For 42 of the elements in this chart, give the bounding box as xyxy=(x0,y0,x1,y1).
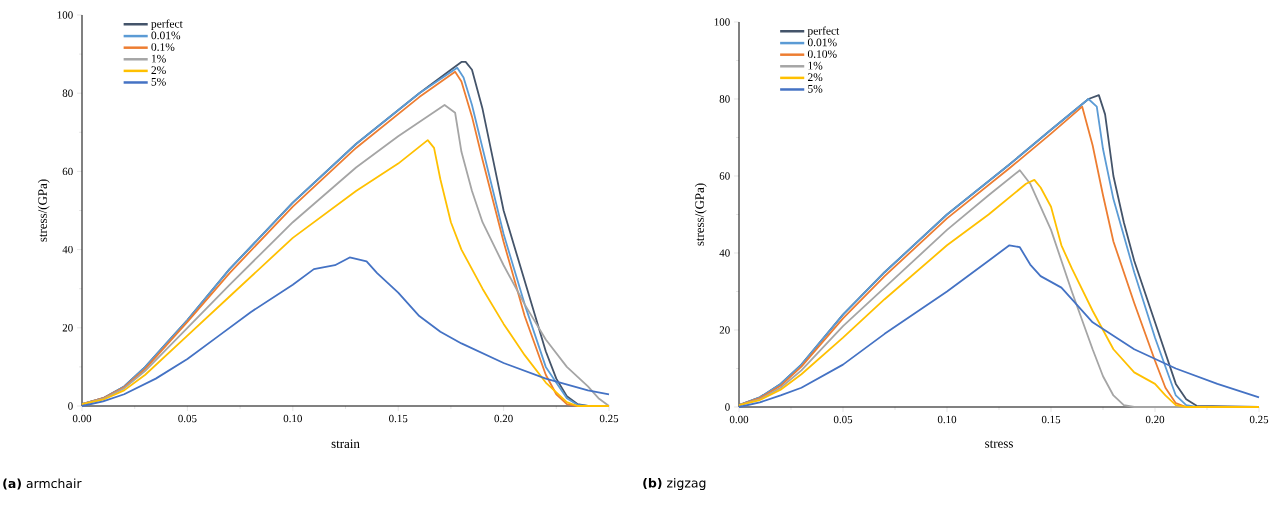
legend-label: 0.01% xyxy=(151,31,181,40)
legend-label: 5% xyxy=(151,77,166,86)
legend-label: 2% xyxy=(151,66,166,75)
legend-label: 2% xyxy=(807,73,823,82)
x-tick-label: 0.10 xyxy=(937,415,957,424)
legend-label: perfect xyxy=(807,26,840,37)
y-tick-label: 0 xyxy=(68,402,73,410)
y-tick-label: 20 xyxy=(719,326,730,334)
text: (b) zigzag xyxy=(643,477,706,491)
x-tick-label: 0.15 xyxy=(389,414,408,423)
legend-label: 1% xyxy=(808,61,823,70)
x-tick-label: 0.15 xyxy=(1041,415,1061,424)
y-tick-label: 100 xyxy=(714,18,730,26)
x-tick-label: 0.05 xyxy=(178,414,197,423)
y-tick-label: 20 xyxy=(62,324,73,332)
y-tick-label: 40 xyxy=(719,249,730,257)
text: (a) armchair xyxy=(3,478,82,490)
legend-label: 5% xyxy=(808,84,823,93)
y-tick-label: 40 xyxy=(62,245,73,254)
legend-label: perfect xyxy=(151,19,183,30)
y-tick-label: 60 xyxy=(719,172,730,180)
x-axis-title: stress xyxy=(985,440,1013,448)
x-tick-label: 0.25 xyxy=(1249,415,1269,424)
x-axis-title: strain xyxy=(331,439,360,449)
y-tick-label: 80 xyxy=(719,95,730,103)
x-tick-label: 0.25 xyxy=(599,414,619,423)
y-tick-label: 80 xyxy=(62,89,73,97)
y-tick-label: 0 xyxy=(725,403,730,411)
legend-label: 0.1% xyxy=(151,43,175,51)
y-tick-label: 100 xyxy=(57,11,73,19)
x-tick-label: 0.20 xyxy=(494,414,513,423)
x-tick-label: 0.20 xyxy=(1145,415,1165,424)
x-tick-label: 0.00 xyxy=(729,415,749,424)
x-tick-label: 0.00 xyxy=(72,414,92,423)
legend-label: 0.10% xyxy=(807,50,837,58)
x-tick-label: 0.05 xyxy=(833,415,853,424)
legend-label: 1% xyxy=(151,54,166,63)
legend-label: 0.01% xyxy=(807,38,837,47)
y-axis-title: stress/(GPa) xyxy=(694,183,707,246)
y-tick-label: 60 xyxy=(62,167,73,176)
x-tick-label: 0.10 xyxy=(283,414,302,423)
y-axis-title: stress/(GPa) xyxy=(37,179,50,242)
